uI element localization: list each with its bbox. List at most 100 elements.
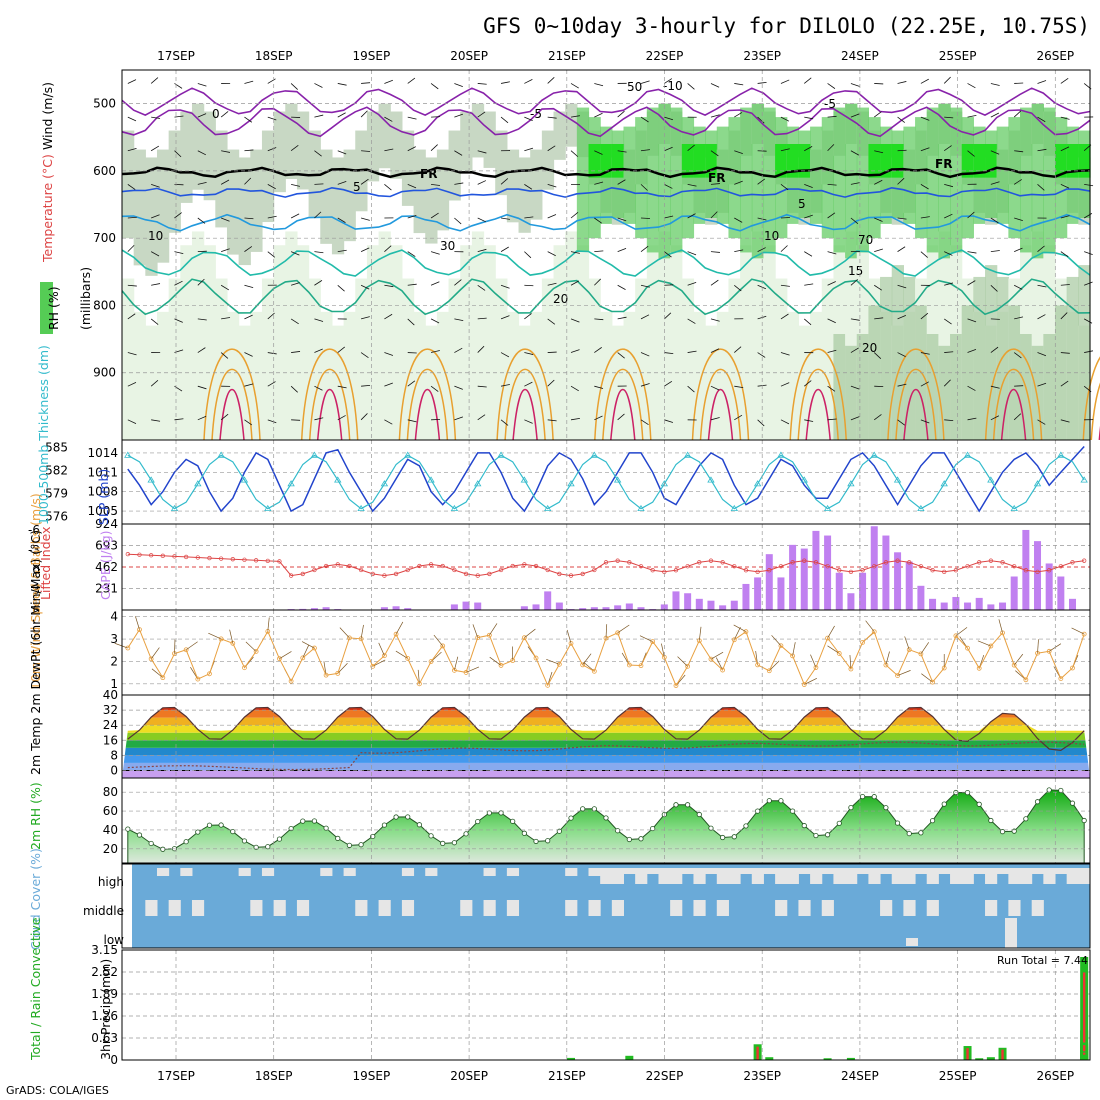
wind-barb xyxy=(990,284,998,292)
pressure-tick: 900 xyxy=(93,366,116,380)
rh-shade xyxy=(553,245,566,440)
wind-barb xyxy=(804,146,813,152)
wind-marker xyxy=(883,662,889,668)
wind-barb xyxy=(640,284,650,288)
rh-marker xyxy=(241,838,248,844)
wind-marker xyxy=(731,637,737,643)
rh-marker xyxy=(323,825,329,831)
temperature-blob xyxy=(316,389,343,441)
temperature-label: -5 xyxy=(530,107,542,121)
temp-band xyxy=(122,732,1090,741)
date-label-top: 26SEP xyxy=(1036,49,1074,63)
rh-shade xyxy=(296,111,310,190)
wind-barb xyxy=(151,283,161,286)
wind-barb xyxy=(197,347,206,353)
wind-marker xyxy=(521,635,527,641)
wind-barb-10m xyxy=(715,657,723,671)
rh-marker xyxy=(964,790,971,796)
rh-shade xyxy=(1008,117,1021,239)
wind-barb xyxy=(384,284,394,288)
cloud-gap-high xyxy=(903,868,916,884)
wind-barb xyxy=(244,314,253,320)
wind-barb xyxy=(407,419,417,423)
wind-barb xyxy=(220,413,229,421)
rh-shade xyxy=(191,231,205,440)
wind-barb xyxy=(174,418,184,421)
wind-barb xyxy=(780,419,790,425)
precip-total-bar xyxy=(625,1055,634,1060)
cloud-gap-high xyxy=(483,868,496,876)
rh-shade xyxy=(133,311,146,440)
rh-shade xyxy=(156,311,170,440)
wind-barb-10m xyxy=(1071,627,1085,635)
wind-barb xyxy=(197,217,206,224)
slp-tick: 1008 xyxy=(87,485,118,499)
wind-barb xyxy=(174,150,182,158)
thickness-marker xyxy=(474,480,482,487)
rh-shade xyxy=(810,311,823,440)
wind-tick: 3 xyxy=(110,632,118,646)
rh-shade xyxy=(775,144,788,178)
wind-tick: 4 xyxy=(110,610,118,624)
wind-barb xyxy=(1037,419,1046,425)
wind-barb xyxy=(850,83,860,87)
wind-barb-10m xyxy=(208,632,222,640)
cloud-level-high: high xyxy=(98,875,124,889)
wind-barb xyxy=(267,147,277,152)
wind-barb xyxy=(360,247,370,252)
precip-total-bar xyxy=(823,1058,832,1060)
cape-bar xyxy=(1034,541,1042,610)
wind-marker xyxy=(988,643,994,649)
li-marker xyxy=(732,564,737,569)
cloud-gap-high xyxy=(880,868,893,874)
wind-barb xyxy=(384,148,394,152)
wind-barb xyxy=(687,318,696,324)
wind-barb xyxy=(943,379,951,387)
cape-bar xyxy=(590,607,598,610)
wind-barb xyxy=(640,116,649,123)
wind-barb xyxy=(407,214,417,219)
rh-shade xyxy=(1043,333,1056,440)
wind-barb xyxy=(290,318,299,325)
wind-marker xyxy=(370,663,376,669)
cloud-gap-high xyxy=(973,868,986,874)
li-marker xyxy=(685,564,690,569)
temperature-label: 5 xyxy=(798,197,806,211)
wind-barb xyxy=(617,110,625,118)
cloud-gap-high xyxy=(810,868,823,884)
wind-barb xyxy=(314,280,323,286)
thickness-marker xyxy=(334,476,342,483)
wind-barb xyxy=(710,279,719,286)
wind-barb xyxy=(151,183,160,188)
wind-barb xyxy=(430,318,440,324)
wind-barb xyxy=(290,213,300,219)
wind-marker xyxy=(813,665,819,670)
cloud-gap-middle xyxy=(250,900,263,916)
thickness-marker xyxy=(940,480,948,487)
wind-barb xyxy=(244,116,253,123)
wind-barb xyxy=(780,284,790,287)
cape-bar xyxy=(520,606,528,610)
wind-barb xyxy=(874,179,883,185)
date-label-bottom: 21SEP xyxy=(548,1069,586,1083)
run-total: Run Total = 7.44 xyxy=(997,954,1088,967)
temperature-label: 20 xyxy=(553,292,568,306)
rh-tick: 40 xyxy=(103,823,118,837)
wind-barb xyxy=(617,248,627,253)
cloud-gap-middle xyxy=(716,900,729,916)
rh-shade xyxy=(576,245,590,440)
wind-barb xyxy=(244,246,253,252)
rh-shade xyxy=(378,231,391,440)
cloud-gap-high xyxy=(856,868,869,874)
wind-barb xyxy=(920,216,930,219)
wind-marker xyxy=(720,667,726,673)
wind-barb xyxy=(734,385,744,388)
temp-tick: 32 xyxy=(103,703,118,717)
precip-convective-bar xyxy=(1001,1049,1004,1060)
wind-barb xyxy=(1013,179,1022,185)
rh-shade xyxy=(506,311,520,440)
rh-shade xyxy=(168,278,181,440)
wind-barb xyxy=(360,284,370,290)
rh-shade xyxy=(880,144,893,178)
rh-shade xyxy=(366,245,380,440)
